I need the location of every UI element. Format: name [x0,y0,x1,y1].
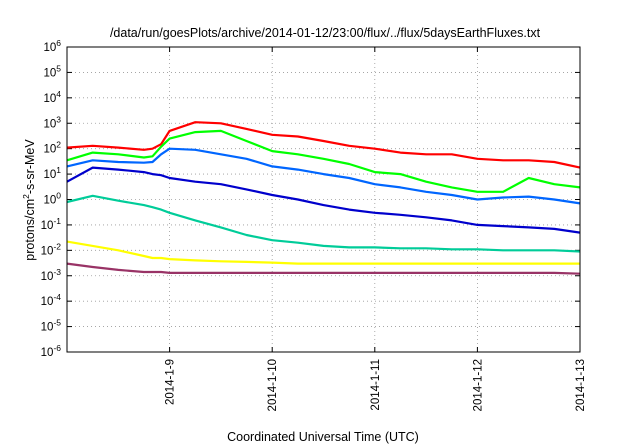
series-line-5 [66,194,581,253]
y-tick-base: 10 [41,271,54,283]
y-tick-label: 106 [43,38,61,54]
x-tick-label: 2014-1-11 [370,359,382,411]
y-tick-exponent: -2 [53,241,61,251]
x-tick-label: 2014-1-13 [575,359,587,411]
y-tick-base: 10 [41,220,54,232]
y-tick-base: 10 [43,118,56,130]
plot-frame [66,46,581,353]
x-tick-label: 2014-1-9 [165,359,177,405]
y-tick-exponent: -5 [53,318,61,328]
series-group [66,121,581,275]
y-tick-labels: 10-610-510-410-310-210-11001011021031041… [41,38,62,359]
y-tick-base: 10 [41,245,54,257]
x-axis-label: Coordinated Universal Time (UTC) [227,430,419,444]
chart-title: /data/run/goesPlots/archive/2014-01-12/2… [110,26,541,40]
y-tick-exponent: 3 [56,114,61,124]
y-tick-exponent: -4 [53,292,61,302]
y-axis-label-sup: 2 [21,194,31,199]
y-axis-label: protons/cm2-s-sr-MeV [21,139,37,261]
series-line-7 [66,262,581,275]
y-tick-base: 10 [41,296,54,308]
series-line-1 [66,121,581,169]
y-tick-label: 105 [43,63,61,79]
x-tick-label: 2014-1-12 [472,359,484,411]
y-tick-exponent: -6 [53,343,61,353]
x-tick-label: 2014-1-10 [267,359,279,411]
y-tick-exponent: 6 [56,38,61,48]
x-tick-labels: 2014-1-9 2014-1-10 2014-1-11 2014-1-12 2014-… [165,359,587,411]
y-tick-exponent: 2 [56,140,61,150]
y-tick-label: 10-5 [41,318,62,334]
y-tick-exponent: 0 [56,191,61,201]
y-axis-label-base: protons/cm [23,199,37,261]
y-tick-exponent: 1 [56,165,61,175]
y-tick-exponent: 4 [56,89,61,99]
series-line-2 [66,129,581,193]
y-tick-base: 10 [43,144,56,156]
y-tick-label: 100 [43,191,61,207]
y-axis-label-rest: -s-sr-MeV [23,139,37,195]
y-tick-label: 101 [43,165,61,181]
y-tick-base: 10 [43,195,56,207]
y-tick-base: 10 [43,169,56,181]
y-tick-label: 102 [43,140,61,156]
y-tick-exponent: -1 [53,216,61,226]
y-tick-base: 10 [41,347,54,359]
series-line-6 [66,240,580,265]
y-tick-base: 10 [43,93,56,105]
y-tick-label: 10-1 [41,216,62,232]
y-tick-base: 10 [43,42,56,54]
series-line-3 [66,147,581,205]
y-tick-label: 10-6 [41,343,62,359]
series-line-4 [66,166,581,234]
y-tick-label: 10-3 [41,267,62,283]
y-tick-label: 10-2 [41,241,62,257]
y-tick-label: 10-4 [41,292,62,308]
y-tick-exponent: -3 [53,267,61,277]
y-tick-exponent: 5 [56,63,61,73]
y-tick-base: 10 [43,67,56,79]
grid [67,46,581,353]
y-tick-base: 10 [41,322,54,334]
y-tick-label: 103 [43,114,61,130]
y-tick-label: 104 [43,89,61,105]
